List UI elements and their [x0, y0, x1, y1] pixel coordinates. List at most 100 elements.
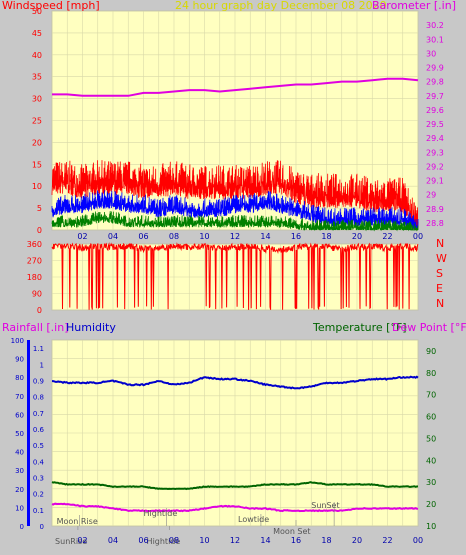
- annotation-label: Lowtide: [238, 515, 269, 524]
- rain-y-tick-label: 0.6: [33, 426, 45, 434]
- rain-y-tick-label: 0.2: [33, 491, 44, 499]
- rain-y-tick-label: 1.1: [33, 345, 44, 353]
- rain-y-tick-label: 0.5: [33, 442, 44, 450]
- wind-average-series: [51, 211, 419, 232]
- barometer-y-tick-label: 29.6: [426, 106, 444, 115]
- annotation-label: Hightide: [147, 537, 181, 546]
- humidity-y-tick-label: 100: [11, 337, 24, 345]
- wind-y-tick-label: 45: [32, 29, 42, 38]
- humidity-y-tick-label: 40: [15, 449, 24, 457]
- temperature-series: [51, 481, 419, 491]
- direction-y-tick-label: 360: [27, 240, 42, 249]
- x-tick-label: 14: [260, 536, 270, 545]
- annotation-label: Hightide: [144, 509, 178, 518]
- x-tick-label: 02: [77, 232, 87, 241]
- rain-axis-title: Rainfall [.in]: [2, 321, 69, 334]
- barometer-series: [52, 77, 419, 97]
- rain-y-tick-label: 0.7: [33, 410, 44, 418]
- barometer-y-tick-label: 29.3: [426, 148, 444, 157]
- direction-y-tick-label: 90: [32, 290, 42, 299]
- rain-y-tick-label: 0.3: [33, 474, 44, 482]
- humidity-axis-title: Humidity: [66, 321, 116, 334]
- x-tick-label: 20: [352, 232, 362, 241]
- annotation-label: SunSet: [311, 501, 339, 510]
- temperature-y-tick-label: 50: [426, 434, 436, 443]
- barometer-y-tick-label: 30.2: [426, 21, 444, 30]
- rain-y-tick-label: 0.1: [33, 507, 44, 515]
- compass-label: N: [436, 297, 444, 310]
- chart-title: 24 hour graph day December 08 2020: [175, 0, 387, 12]
- x-tick-label: 08: [169, 232, 179, 241]
- wind-y-tick-label: 15: [32, 160, 42, 169]
- x-tick-label: 22: [382, 536, 392, 545]
- compass-label: E: [436, 282, 443, 295]
- x-tick-label: 04: [108, 536, 118, 545]
- direction-y-tick-label: 0: [37, 306, 42, 315]
- compass-label: S: [436, 267, 443, 280]
- rain-y-tick-label: 0.8: [33, 394, 44, 402]
- x-tick-label: 00: [413, 232, 423, 241]
- rain-y-tick-label: 0.9: [33, 377, 44, 385]
- rain-y-tick-label: 0.4: [33, 458, 45, 466]
- x-tick-label: 14: [260, 232, 270, 241]
- dewpoint-axis-title: Dew Point [°F]: [392, 321, 466, 334]
- wind-y-tick-label: 20: [32, 138, 42, 147]
- humidity-y-tick-label: 30: [15, 467, 24, 475]
- x-tick-label: 06: [138, 536, 148, 545]
- temperature-y-tick-label: 70: [426, 391, 436, 400]
- wind-gust-series: [51, 190, 419, 231]
- x-tick-label: 22: [382, 232, 392, 241]
- annotation-label: Moon Rise: [57, 517, 98, 526]
- barometer-y-tick-label: 29.1: [426, 177, 444, 186]
- rain-y-tick-label: 0: [40, 523, 44, 531]
- direction-y-tick-label: 180: [27, 273, 42, 282]
- wind-y-tick-label: 10: [32, 182, 42, 191]
- humidity-y-tick-label: 20: [15, 486, 24, 494]
- wind-y-tick-label: 25: [32, 117, 42, 126]
- barometer-y-tick-label: 29.8: [426, 78, 444, 87]
- wind-y-tick-label: 40: [32, 51, 42, 60]
- wind-speed-series: [51, 160, 419, 231]
- dewpoint-series: [51, 502, 419, 513]
- humidity-y-tick-label: 80: [15, 374, 24, 382]
- direction-y-tick-label: 270: [27, 257, 42, 266]
- annotation-label: Moon Set: [273, 527, 310, 536]
- temperature-y-tick-label: 90: [426, 347, 436, 356]
- rain-y-tick-label: 1: [40, 361, 44, 369]
- temperature-y-tick-label: 80: [426, 369, 436, 378]
- x-tick-label: 06: [138, 232, 148, 241]
- barometer-y-tick-label: 30.1: [426, 35, 444, 44]
- wind-direction-series: [51, 242, 419, 310]
- barometer-y-tick-label: 29.5: [426, 120, 444, 129]
- humidity-y-tick-label: 90: [15, 356, 24, 364]
- humidity-y-tick-label: 0: [20, 523, 24, 531]
- x-tick-label: 18: [321, 536, 331, 545]
- temperature-y-tick-label: 60: [426, 413, 436, 422]
- wind-y-tick-label: 0: [37, 226, 42, 235]
- temperature-y-tick-label: 30: [426, 478, 436, 487]
- humidity-series: [52, 375, 419, 390]
- humidity-y-tick-label: 50: [15, 430, 24, 438]
- wind-y-tick-label: 35: [32, 73, 42, 82]
- x-tick-label: 20: [352, 536, 362, 545]
- compass-label: N: [436, 237, 444, 250]
- x-tick-label: 16: [291, 232, 301, 241]
- x-tick-label: 10: [199, 536, 209, 545]
- temperature-y-tick-label: 20: [426, 500, 436, 509]
- wind-y-tick-label: 30: [32, 95, 42, 104]
- barometer-y-tick-label: 29.7: [426, 92, 444, 101]
- barometer-y-tick-label: 28.9: [426, 205, 444, 214]
- temperature-y-tick-label: 10: [426, 522, 436, 531]
- temperature-y-tick-label: 40: [426, 456, 436, 465]
- barometer-y-tick-label: 30: [426, 49, 436, 58]
- x-tick-label: 16: [291, 536, 301, 545]
- barometer-y-tick-label: 29: [426, 191, 436, 200]
- x-tick-label: 08: [169, 536, 179, 545]
- wind-axis-title: Windspeed [mph]: [2, 0, 100, 12]
- humidity-y-tick-label: 70: [15, 393, 24, 401]
- compass-label: W: [436, 252, 447, 265]
- x-tick-label: 00: [413, 536, 423, 545]
- x-tick-label: 12: [230, 536, 240, 545]
- humidity-y-tick-label: 60: [15, 411, 24, 419]
